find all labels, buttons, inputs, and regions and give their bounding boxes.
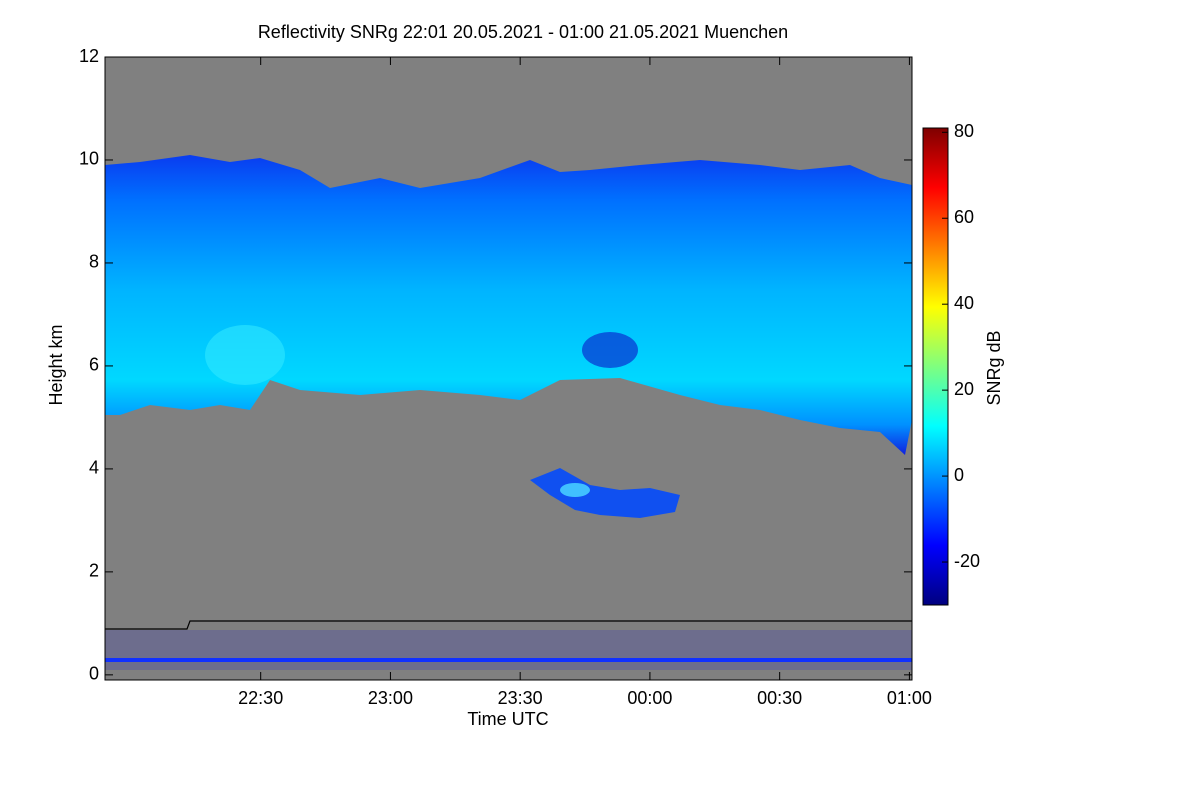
cloud-core (205, 325, 285, 385)
y-tick-label: 2 (89, 561, 99, 581)
cloud-core (582, 332, 638, 368)
x-tick-label: 22:30 (238, 688, 283, 708)
plot-frame (104, 56, 913, 681)
x-axis-label: Time UTC (467, 709, 548, 729)
reflectivity-field (105, 155, 912, 670)
y-tick-label: 12 (79, 46, 99, 66)
cloud-low-core (560, 483, 590, 497)
x-tick-label: 00:30 (757, 688, 802, 708)
x-tick-label: 00:00 (627, 688, 672, 708)
y-tick-label: 10 (79, 149, 99, 169)
clutter-line (105, 658, 912, 662)
x-tick-label: 23:00 (368, 688, 413, 708)
colorbar-tick-label: -20 (954, 551, 980, 571)
chart-title: Reflectivity SNRg 22:01 20.05.2021 - 01:… (258, 22, 788, 42)
colorbar (922, 127, 949, 606)
clutter (105, 630, 912, 670)
colorbar-label: SNRg dB (984, 330, 1004, 405)
colorbar-tick-label: 80 (954, 121, 974, 141)
plot-area (104, 56, 913, 681)
y-tick-label: 8 (89, 252, 99, 272)
colorbar-tick-label: 40 (954, 293, 974, 313)
y-tick-label: 4 (89, 458, 99, 478)
colorbar-tick-label: 20 (954, 379, 974, 399)
colorbar-tick-label: 0 (954, 465, 964, 485)
x-tick-label: 01:00 (887, 688, 932, 708)
boundary-line (105, 620, 912, 630)
x-tick-label: 23:30 (498, 688, 543, 708)
colorbar-tick-label: 60 (954, 207, 974, 227)
y-axis-label: Height km (46, 324, 66, 405)
y-tick-label: 6 (89, 355, 99, 375)
cloud-band (105, 155, 912, 455)
y-tick-label: 0 (89, 664, 99, 684)
cloud-low (530, 468, 680, 518)
